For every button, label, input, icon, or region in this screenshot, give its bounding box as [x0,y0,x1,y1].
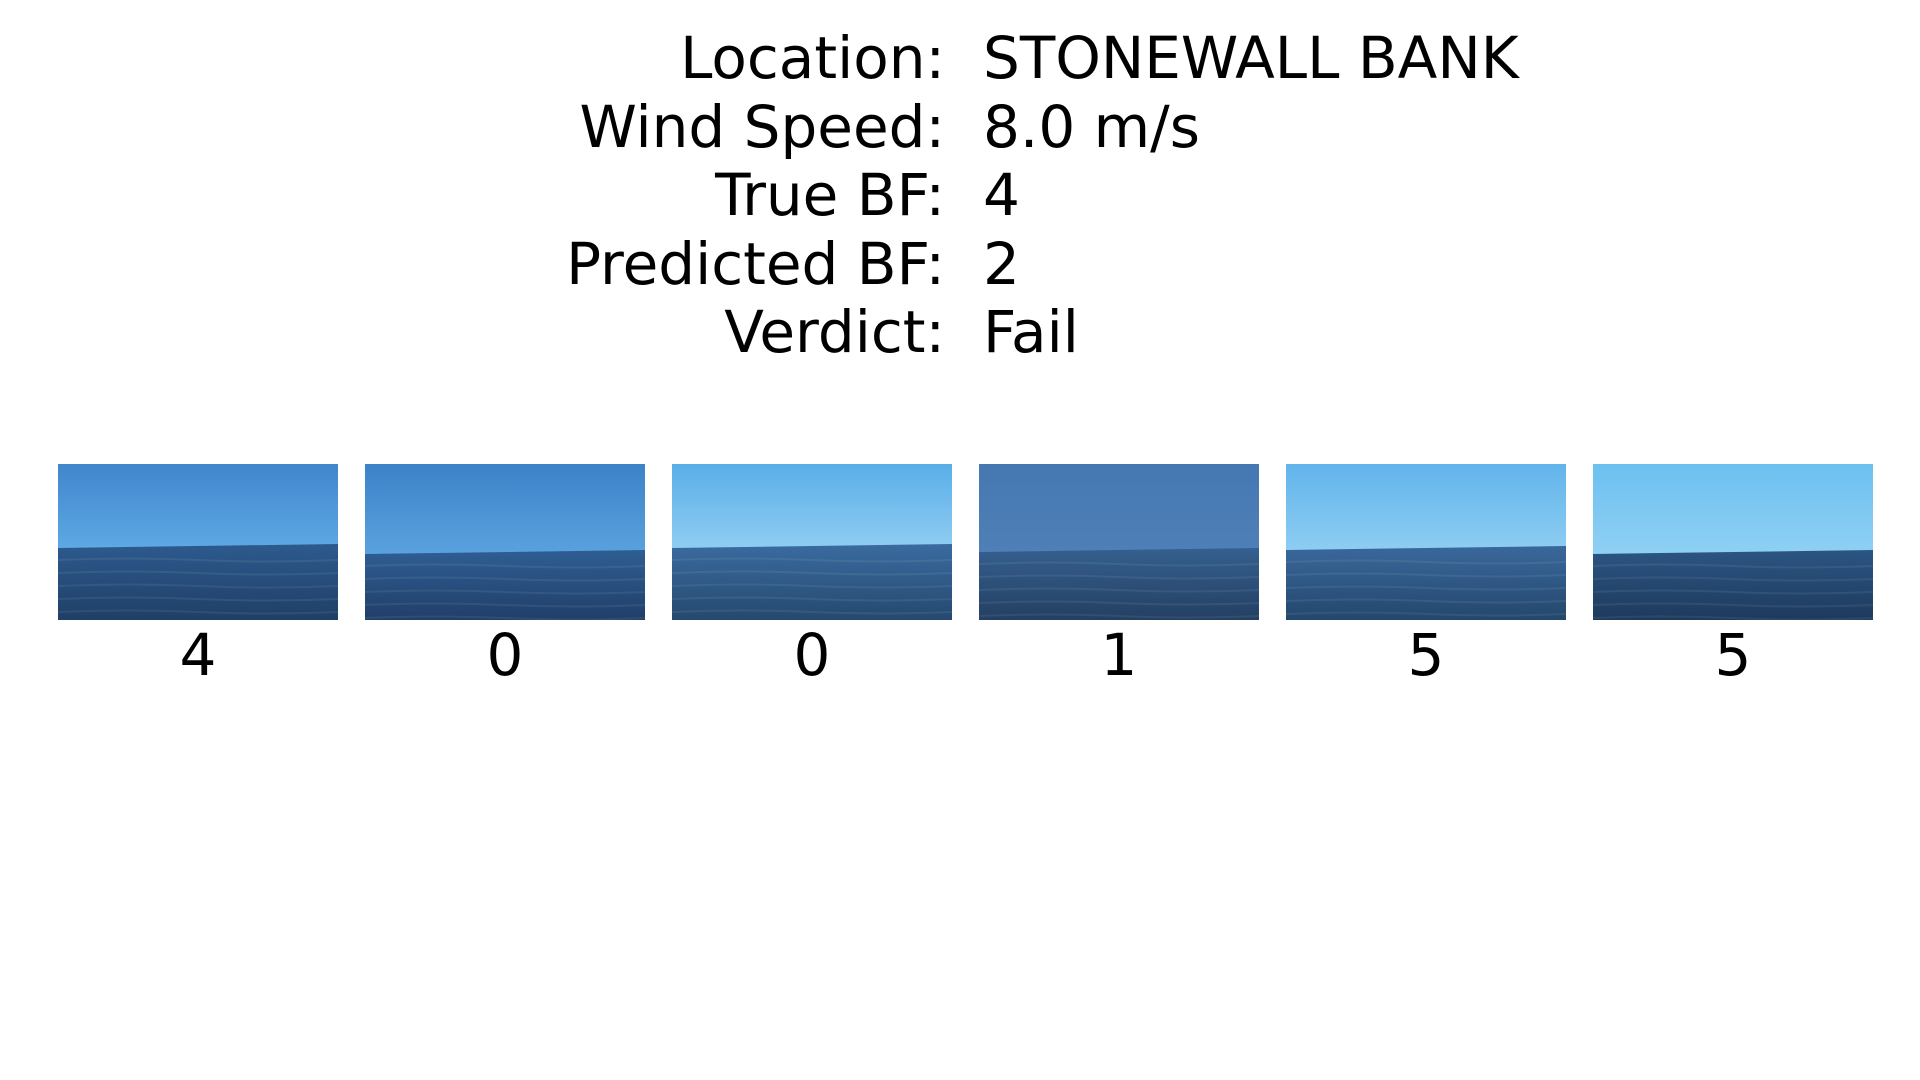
wave-line [58,557,338,563]
wave-line [365,589,645,595]
info-block: Location: STONEWALL BANK Wind Speed: 8.0… [0,18,1920,366]
verdict-value: Fail [983,298,1079,366]
wave-line [58,570,338,576]
wave-line [979,574,1259,580]
predicted-bf-value: 2 [983,229,1020,298]
sky-area [1593,464,1873,554]
wave-line [672,596,952,602]
sea-frame-3 [672,464,952,620]
wave-line [1286,585,1566,591]
sea-photo-4 [979,464,1259,620]
wave-line [365,615,645,620]
frame-caption-6: 5 [1714,621,1752,689]
frame-caption-1: 4 [179,621,217,689]
sea-area [1593,550,1873,620]
info-row-wind-speed: Wind Speed: 8.0 m/s [0,87,1920,161]
sea-frame-2 [365,464,645,620]
info-row-predicted-bf: Predicted BF: 2 [0,224,1920,298]
true-bf-label: True BF: [715,161,945,229]
sea-photo-1 [58,464,338,620]
wave-line [1593,576,1873,582]
sea-frame-5 [1286,464,1566,620]
sea-frame-4 [979,464,1259,620]
wave-line [979,600,1259,606]
sky-area [672,464,952,548]
frame-caption-3: 0 [793,621,831,689]
frame-caption-2: 0 [486,621,524,689]
wave-line [1593,589,1873,595]
location-value: STONEWALL BANK [983,24,1519,92]
info-row-verdict: Verdict: Fail [0,292,1920,366]
sky-area [58,464,338,548]
sea-area [979,548,1259,620]
wave-line [979,561,1259,567]
wave-line [365,602,645,608]
wave-line [672,570,952,576]
sea-photo-2 [365,464,645,620]
location-label: Location: [680,24,945,92]
wind-speed-value: 8.0 m/s [983,92,1200,161]
wave-line [1593,563,1873,569]
wave-line [58,596,338,602]
frame-caption-5: 5 [1407,621,1445,689]
wave-line [365,563,645,569]
wave-line [1286,611,1566,617]
wave-line [672,609,952,615]
sky-area [979,464,1259,552]
info-row-location: Location: STONEWALL BANK [0,18,1920,92]
sea-area [672,544,952,620]
sea-area [58,544,338,620]
wave-line [58,583,338,589]
wave-line [979,587,1259,593]
wave-line [365,576,645,582]
wave-line [1286,572,1566,578]
sea-frame-6 [1593,464,1873,620]
verdict-label: Verdict: [724,298,945,366]
info-row-true-bf: True BF: 4 [0,155,1920,229]
sea-area [365,550,645,620]
wind-speed-label: Wind Speed: [579,92,945,161]
true-bf-value: 4 [983,161,1020,229]
wave-line [979,613,1259,619]
sea-photo-3 [672,464,952,620]
wave-line [1593,615,1873,620]
sea-photo-6 [1593,464,1873,620]
wave-line [672,583,952,589]
frame-caption-4: 1 [1100,621,1138,689]
sky-area [365,464,645,554]
sea-area [1286,546,1566,620]
wave-line [1593,602,1873,608]
wave-line [58,609,338,615]
wave-line [1286,559,1566,565]
sky-area [1286,464,1566,550]
wave-line [672,557,952,563]
predicted-bf-label: Predicted BF: [566,229,945,298]
sea-frame-1 [58,464,338,620]
wave-line [1286,598,1566,604]
sea-photo-5 [1286,464,1566,620]
